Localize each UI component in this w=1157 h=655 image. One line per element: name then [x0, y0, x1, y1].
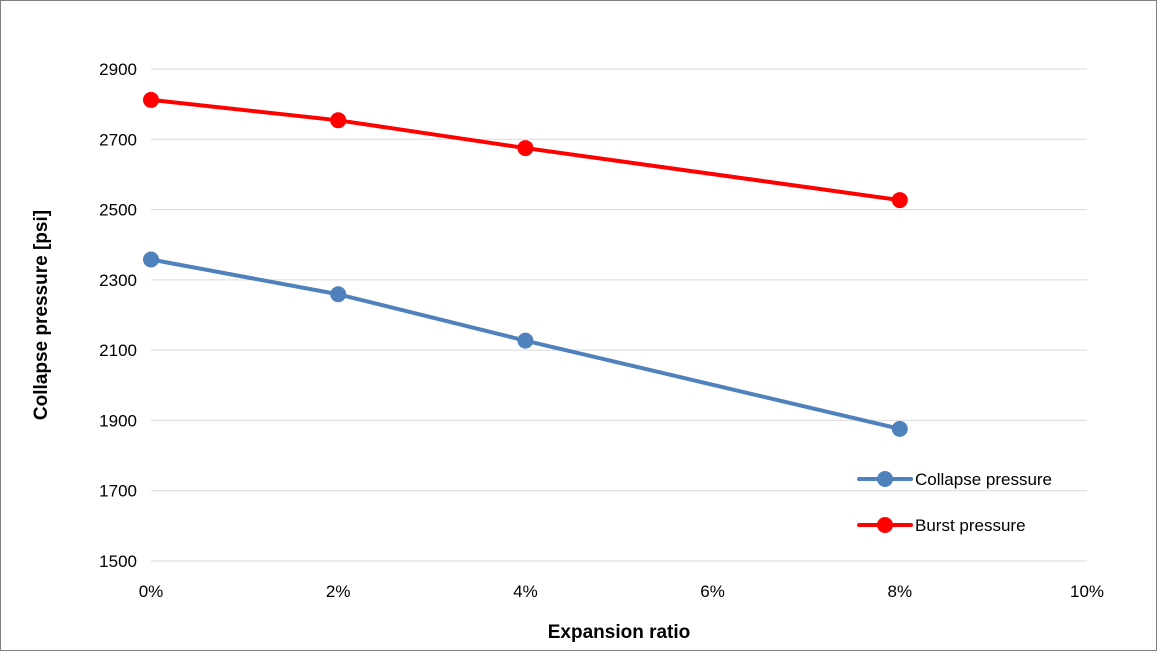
y-axis-title: Collapse pressure [psi]: [31, 210, 52, 420]
legend-item-collapse: Collapse pressure: [859, 470, 1052, 489]
series: [143, 92, 908, 437]
x-tick-labels: 0% 2% 4% 6% 8% 10%: [139, 582, 1104, 601]
x-tick-label: 2%: [326, 582, 351, 601]
data-point: [330, 112, 346, 128]
y-tick-label: 2700: [99, 130, 137, 149]
legend-label-collapse: Collapse pressure: [915, 470, 1052, 489]
x-tick-label: 10%: [1070, 582, 1104, 601]
x-tick-label: 6%: [700, 582, 725, 601]
legend-item-burst: Burst pressure: [859, 516, 1026, 535]
y-tick-label: 2300: [99, 271, 137, 290]
data-point: [143, 92, 159, 108]
data-point: [517, 140, 533, 156]
x-tick-label: 4%: [513, 582, 538, 601]
legend-label-burst: Burst pressure: [915, 516, 1026, 535]
legend-marker-burst: [877, 517, 893, 533]
gridlines: [151, 69, 1087, 491]
x-axis-title: Expansion ratio: [548, 622, 691, 643]
y-tick-label: 2900: [99, 60, 137, 79]
data-point: [892, 421, 908, 437]
x-tick-label: 8%: [888, 582, 913, 601]
y-tick-label: 2500: [99, 201, 137, 220]
legend-marker-collapse: [877, 471, 893, 487]
data-point: [892, 192, 908, 208]
y-tick-label: 1700: [99, 482, 137, 501]
data-point: [143, 251, 159, 267]
y-tick-label: 1900: [99, 411, 137, 430]
y-tick-labels: 1500 1700 1900 2100 2300 2500 2700 2900: [99, 60, 137, 571]
legend: Collapse pressure Burst pressure: [859, 470, 1052, 535]
data-point: [517, 333, 533, 349]
y-tick-label: 2100: [99, 341, 137, 360]
data-point: [330, 286, 346, 302]
y-tick-label: 1500: [99, 552, 137, 571]
x-tick-label: 0%: [139, 582, 164, 601]
